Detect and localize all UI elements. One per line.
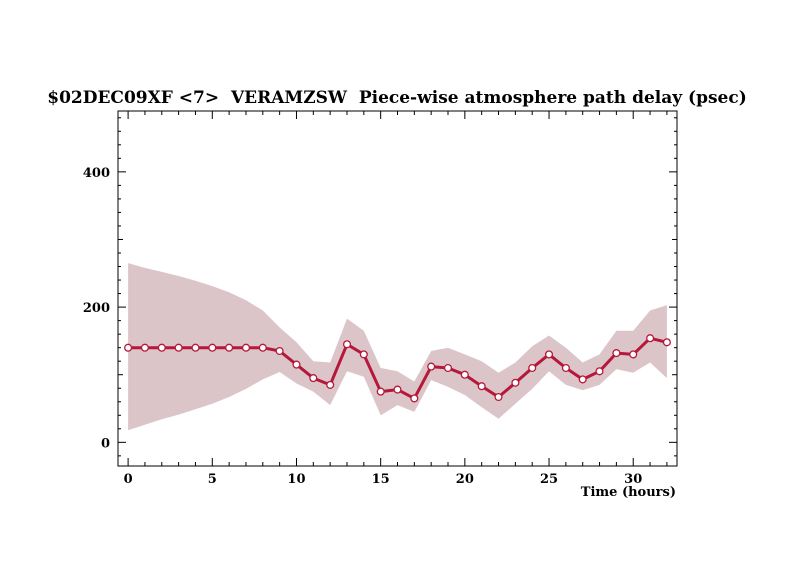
data-point <box>561 363 570 373</box>
y-tick-label: 400 <box>83 166 110 181</box>
data-point <box>612 349 621 358</box>
uncertainty-band <box>128 263 667 431</box>
data-point <box>646 334 655 343</box>
data-point <box>342 340 352 349</box>
data-point <box>140 343 149 352</box>
chart-title: $02DEC09XF <7> VERAMZSW Piece-wise atmos… <box>47 88 747 108</box>
y-tick-label: 0 <box>101 436 110 451</box>
axis-ticks: 0 200 400 0 5 10 15 20 25 30 <box>83 111 677 487</box>
data-point <box>359 350 368 359</box>
x-tick-label: 25 <box>540 472 558 487</box>
data-point <box>629 350 638 359</box>
y-tick-label: 200 <box>83 301 110 316</box>
data-point <box>376 387 385 396</box>
data-point <box>225 343 234 352</box>
data-point <box>157 343 166 352</box>
data-point <box>528 363 537 373</box>
data-point <box>460 370 469 379</box>
data-point <box>427 362 436 371</box>
data-point <box>477 382 486 391</box>
data-point <box>410 394 419 403</box>
x-tick-label: 10 <box>287 472 305 487</box>
data-point <box>494 392 503 402</box>
x-tick-label: 15 <box>372 472 390 487</box>
data-point <box>326 380 335 389</box>
data-point-layer <box>124 334 671 403</box>
data-point <box>174 343 183 352</box>
data-point <box>124 343 133 352</box>
uncertainty-band-layer <box>128 263 667 431</box>
data-point <box>258 343 267 352</box>
x-tick-label: 20 <box>456 472 474 487</box>
data-point <box>662 338 671 347</box>
data-point <box>208 343 217 352</box>
data-point <box>275 346 284 356</box>
data-point <box>292 360 301 369</box>
data-point <box>443 363 453 373</box>
x-tick-label: 5 <box>208 472 217 487</box>
data-point <box>191 343 200 352</box>
data-point <box>309 374 318 383</box>
x-tick-label: 0 <box>124 472 133 487</box>
x-tick-label: 30 <box>624 472 642 487</box>
data-point <box>544 350 554 359</box>
data-point <box>595 367 604 376</box>
x-axis-label: Time (hours) <box>581 485 676 500</box>
data-point <box>241 343 251 352</box>
data-point <box>578 375 587 384</box>
data-point <box>511 378 520 387</box>
data-point <box>393 385 402 394</box>
